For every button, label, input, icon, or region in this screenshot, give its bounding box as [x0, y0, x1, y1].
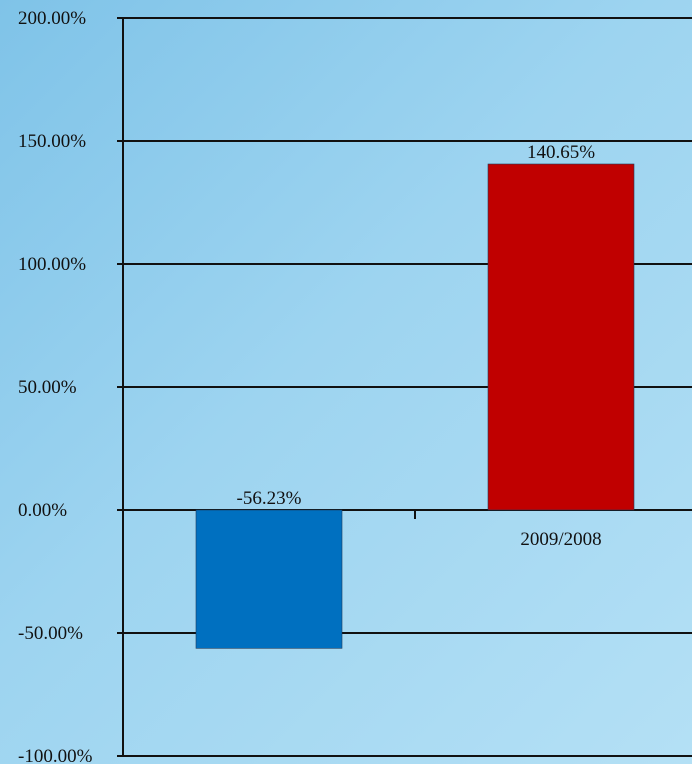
data-label: -56.23%: [237, 488, 302, 509]
bars: [195, 163, 635, 649]
x-category-label: 2009/2008: [520, 529, 601, 550]
y-tick-label: -50.00%: [18, 623, 83, 644]
data-label: 140.65%: [527, 142, 595, 163]
axes: [122, 18, 416, 756]
y-tick-label: 100.00%: [18, 254, 86, 275]
y-tick-label: 150.00%: [18, 131, 86, 152]
bar: [195, 509, 343, 649]
y-tick-label: -100.00%: [18, 746, 93, 764]
labels: 200.00% 150.00% 100.00% 50.00% 0.00% -50.00% -…: [18, 8, 602, 764]
bar: [487, 163, 635, 511]
y-tick-label: 50.00%: [18, 377, 77, 398]
y-tick-label: 0.00%: [18, 500, 67, 521]
y-tick-label: 200.00%: [18, 8, 86, 29]
